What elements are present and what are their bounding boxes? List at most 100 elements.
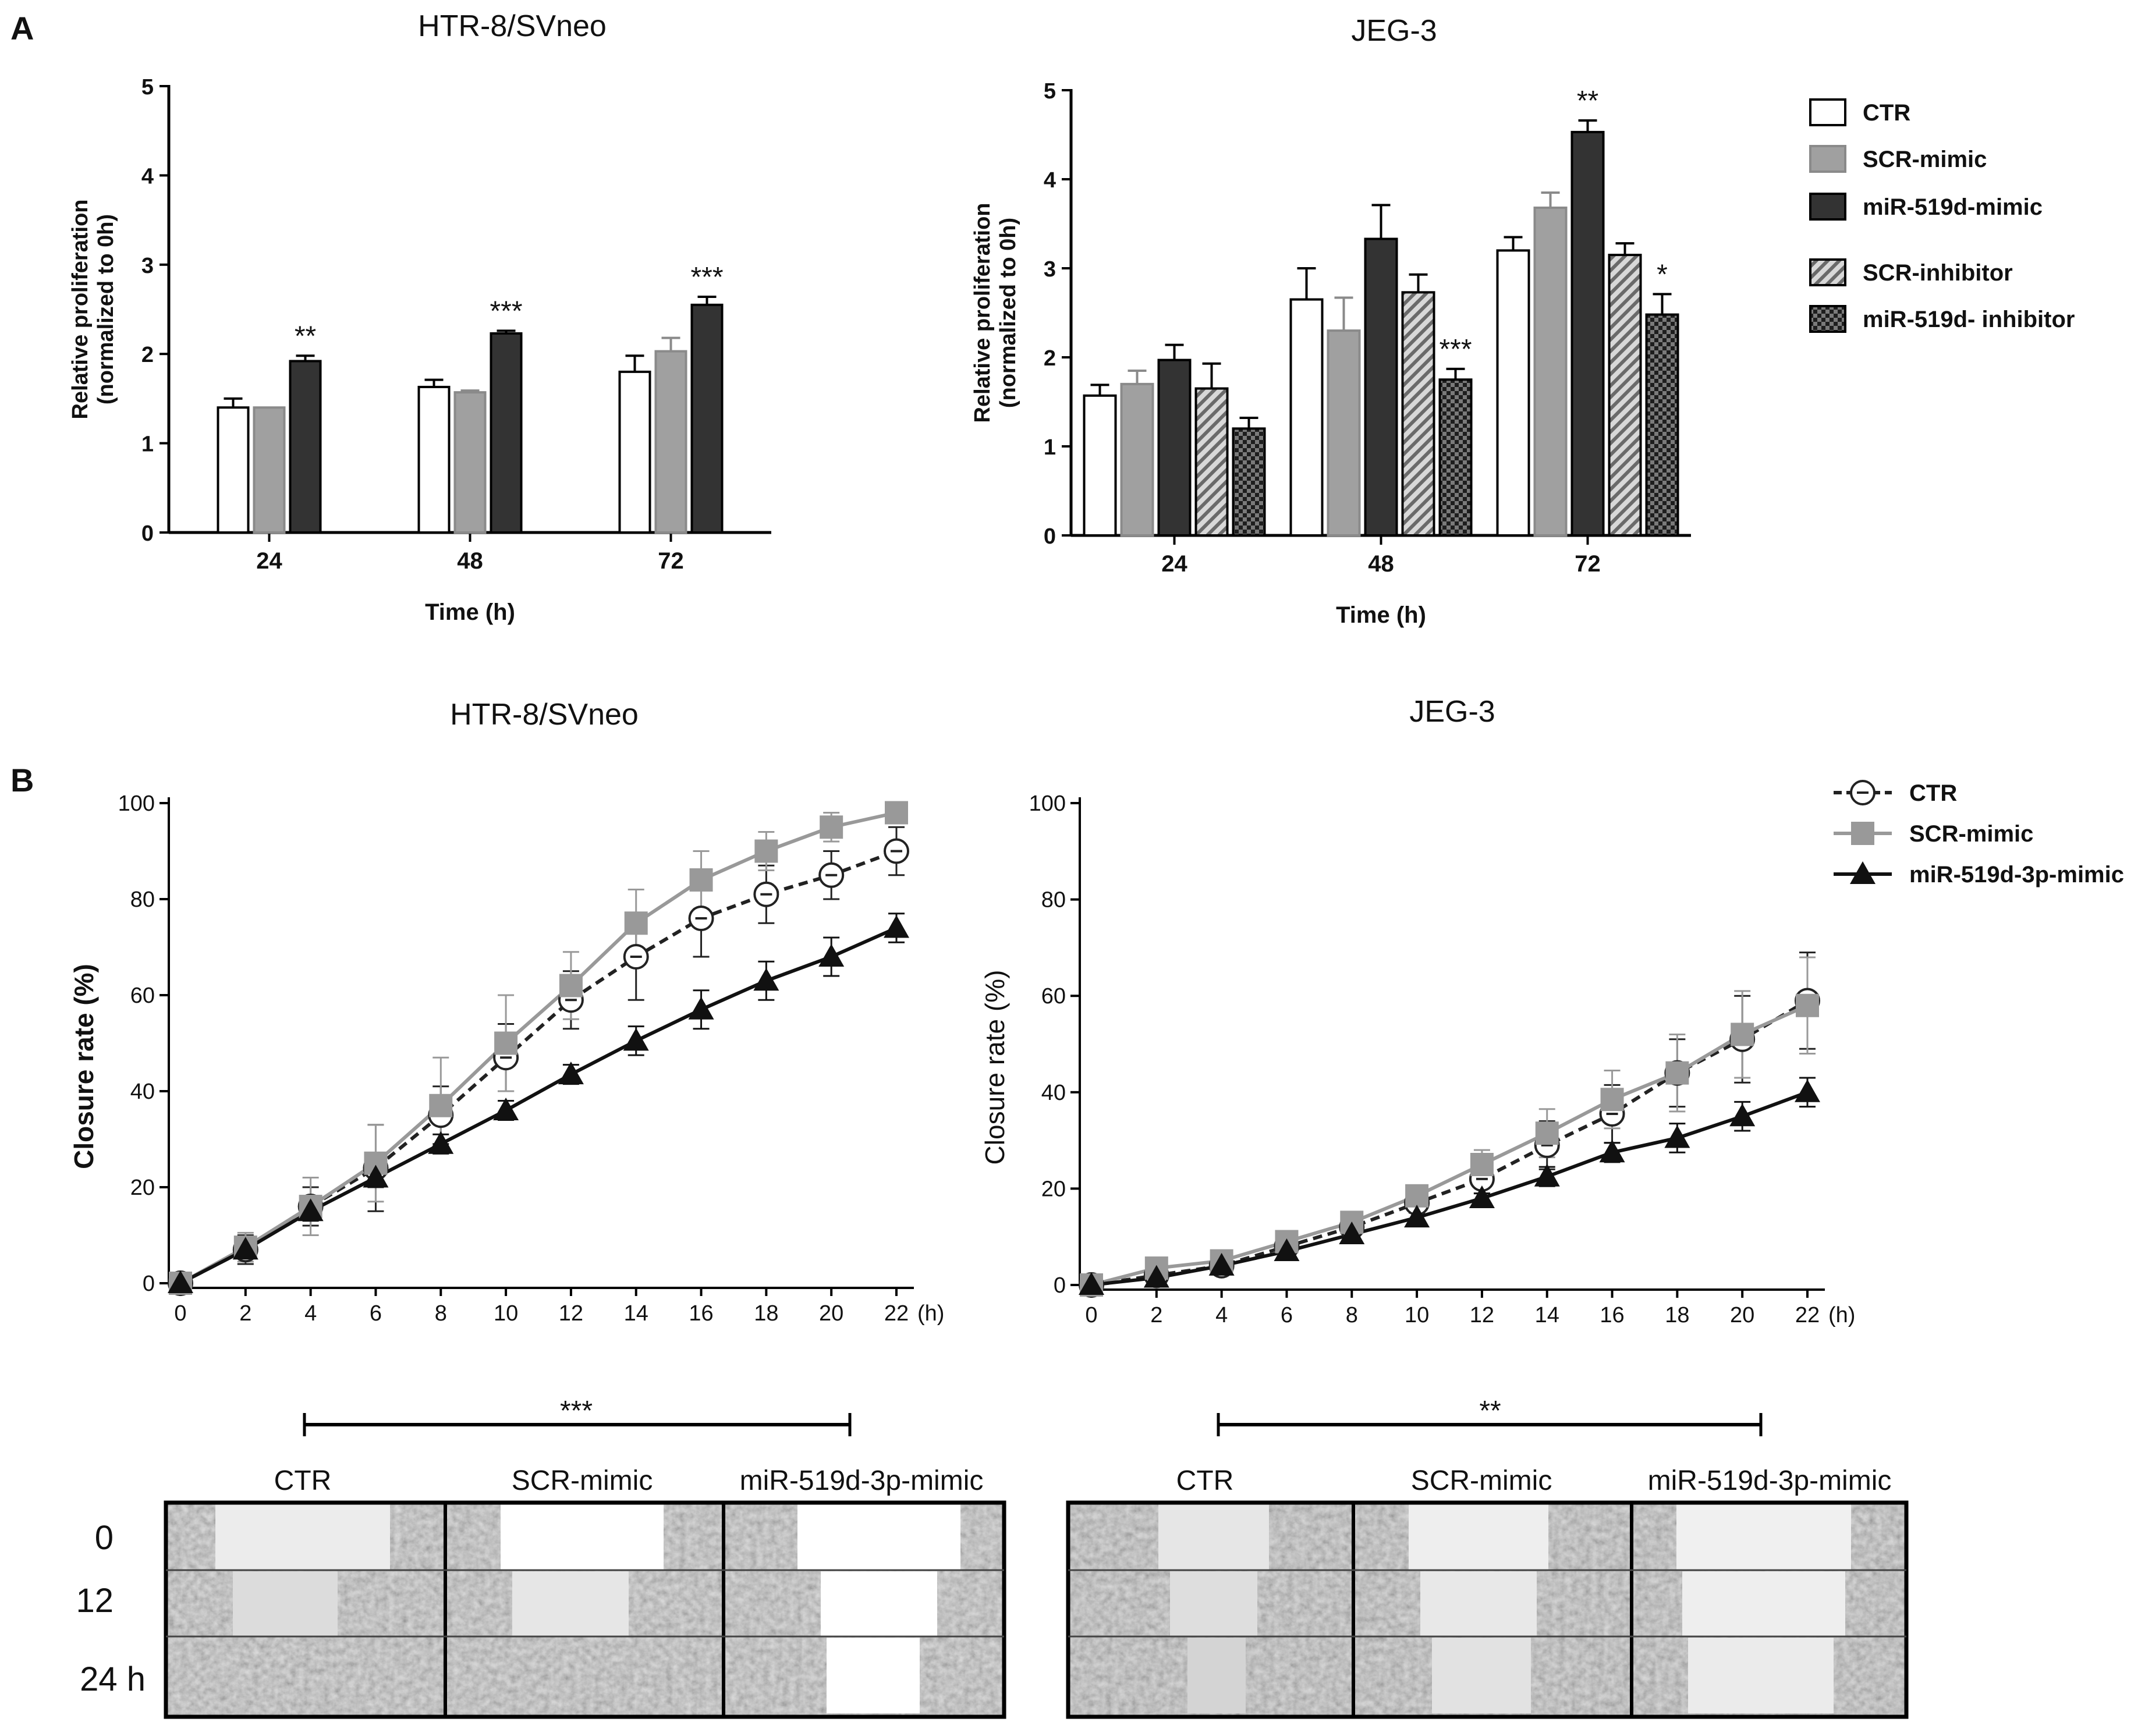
gap-scr-12 [1420,1571,1537,1636]
x-tick-label: 22 [1795,1303,1820,1327]
bar [618,370,651,534]
gap-mir-24 [1688,1638,1834,1713]
data-point [1208,1252,1235,1276]
data-point [1469,1185,1495,1208]
data-point [1796,993,1819,1017]
legend-swatch [1809,193,1846,221]
data-point [1405,1184,1429,1208]
bar [1496,249,1530,537]
legend-swatch [1809,145,1846,173]
bar [1438,378,1473,537]
series-line [1091,999,1809,1287]
x-tick-label: 12 [559,1301,583,1326]
gap-scr-0 [1409,1504,1548,1570]
legend-label: SCR-mimic [1863,147,1987,172]
series-line [179,926,898,1285]
x-tick-label: 20 [1730,1303,1754,1327]
x-tick-label: 10 [1405,1303,1429,1327]
data-point [1079,1272,1104,1295]
gap-scr-24 [1432,1638,1531,1713]
data-point [363,1165,389,1188]
column-label-ctr: CTR [274,1465,332,1496]
data-point [688,996,714,1020]
significance-label: *** [1439,334,1472,365]
data-point [1143,1265,1169,1288]
y-tick-label: 20 [1041,1177,1066,1201]
y-axis-label: Relative proliferation(normalized to 0h) [68,200,118,420]
data-point [885,801,908,825]
bar [1364,237,1398,537]
x-tick-label: 0 [1085,1303,1097,1327]
gap-ctr-0 [215,1504,390,1570]
chart-title: JEG-3 [1351,14,1437,48]
data-point [1850,861,1876,884]
significance-label: ** [1479,1396,1501,1426]
micrograph-panel-jeg: ** CTR SCR-mimic miR-519d-3p-mimic [1066,1396,1909,1719]
data-point [1600,1088,1624,1112]
y-tick-label: 4 [1044,168,1056,193]
x-tick-label: 18 [754,1301,778,1326]
bar [453,391,487,534]
data-point [884,915,909,938]
data-point [1274,1238,1300,1262]
data-point [1795,1079,1820,1102]
legend-swatch [1809,258,1846,286]
data-point [820,815,843,839]
bar [1194,387,1229,537]
x-tick-label: 14 [624,1301,648,1326]
x-tick-label: 0 [174,1301,186,1326]
y-axis-label: Closure rate (%) [69,964,99,1169]
row-label-24h: 24 h [80,1660,146,1698]
gap-ctr-12 [1170,1571,1257,1636]
y-tick-label: 1 [141,432,154,457]
bar [1327,329,1361,537]
x-tick-label: 22 [884,1301,909,1326]
y-tick-label: 1 [1044,435,1056,460]
gap-scr-0 [501,1504,664,1570]
x-tick-label: 16 [1600,1303,1624,1327]
legend-label: miR-519d-mimic [1863,194,2043,220]
bar [1570,130,1605,537]
data-point [1534,1163,1560,1187]
micrograph-frame [164,1500,1006,1719]
chart-b-htr-closure: HTR-8/SVneo 0 20 40 60 80 100 0 2 4 6 8 10 12 14 16 18 20… [69,698,944,1326]
y-tick-label: 0 [1044,524,1056,549]
y-tick-label: 40 [1041,1081,1066,1105]
gap-ctr-0 [1158,1504,1269,1570]
series-line [1091,1004,1809,1287]
legend-swatch [1809,98,1846,126]
bar [1157,358,1192,537]
y-tick-label: 5 [141,75,154,100]
x-tick-label: 72 [1575,551,1601,577]
data-point [818,944,845,967]
y-tick-label: 100 [1029,791,1066,816]
legend-label: CTR [1863,100,1910,126]
gap-ctr-24 [1187,1638,1246,1713]
gap-mir-24 [827,1638,920,1713]
micrograph-panel-htr: *** CTR SCR-mimic miR-519d-3p-mimic 0 12… [76,1396,1006,1719]
data-point [1599,1139,1625,1163]
x-tick-label: 4 [304,1301,317,1326]
bar [1232,427,1266,537]
significance-label: *** [560,1396,593,1426]
data-point [753,968,779,991]
column-label-scr: SCR-mimic [1411,1465,1552,1496]
x-tick-label: 24 [1161,551,1187,577]
y-tick-label: 5 [1044,79,1056,104]
data-point [428,1131,454,1154]
data-point [689,868,713,892]
x-tick-label: 72 [658,548,684,574]
legend-label: CTR [1909,780,1957,806]
y-tick-label: 80 [130,887,155,912]
bar [1401,291,1435,537]
significance-label: *** [490,296,522,326]
row-label-12: 12 [76,1582,114,1620]
chart-title: HTR-8/SVneo [450,698,639,732]
y-tick-label: 0 [1054,1273,1066,1298]
data-point [624,911,648,935]
chart-a-jeg-proliferation: JEG-3 0 1 2 3 4 5 Relative proliferation(normal… [970,14,2075,628]
x-axis-label: Time (h) [1336,602,1426,628]
data-point [429,1094,453,1117]
